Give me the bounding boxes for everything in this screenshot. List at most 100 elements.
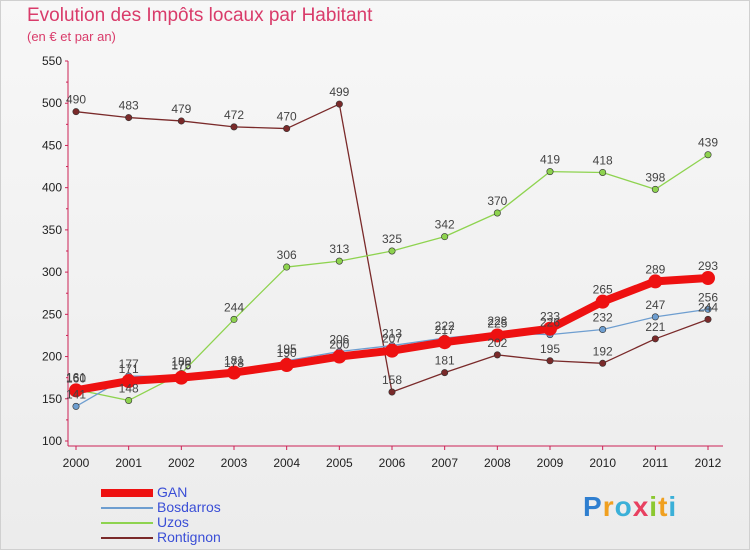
data-label-rontignon: 472 xyxy=(224,108,244,122)
legend-swatch xyxy=(101,488,153,497)
data-point-uzos xyxy=(230,315,238,323)
legend-item-rontignon: Rontignon xyxy=(101,530,221,545)
data-point-uzos xyxy=(335,257,343,265)
data-point-rontignon xyxy=(493,351,501,359)
legend-label: Bosdarros xyxy=(157,499,221,515)
data-label-rontignon: 244 xyxy=(698,300,718,314)
x-tick-label: 2000 xyxy=(63,456,90,470)
data-point-gan xyxy=(69,383,83,398)
legend-swatch xyxy=(101,506,153,509)
data-label-rontignon: 490 xyxy=(66,93,86,107)
data-point-gan xyxy=(437,335,452,350)
data-label-uzos: 180 xyxy=(171,354,191,368)
data-point-uzos xyxy=(599,168,607,176)
legend-swatch xyxy=(101,521,153,524)
data-label-uzos: 313 xyxy=(329,242,349,256)
data-label-uzos: 342 xyxy=(435,218,455,232)
data-label-bosdarros: 141 xyxy=(66,387,86,401)
data-label-rontignon: 181 xyxy=(435,354,455,368)
data-point-rontignon xyxy=(546,357,554,365)
data-point-uzos xyxy=(441,233,449,241)
data-label-gan: 200 xyxy=(329,338,349,352)
data-label-rontignon: 192 xyxy=(593,344,613,358)
data-point-uzos xyxy=(704,151,712,159)
data-label-gan: 217 xyxy=(435,323,455,337)
data-point-rontignon xyxy=(651,335,659,343)
legend-item-uzos: Uzos xyxy=(101,515,221,530)
chart-subtitle: (en € et par an) xyxy=(27,29,116,44)
data-label-bosdarros: 206 xyxy=(329,332,349,346)
y-tick-label: 100 xyxy=(42,434,62,448)
x-tick-label: 2005 xyxy=(326,456,353,470)
data-label-gan: 233 xyxy=(540,310,560,324)
data-label-rontignon: 499 xyxy=(329,85,349,99)
data-point-rontignon xyxy=(177,117,185,125)
y-tick-label: 400 xyxy=(42,181,62,195)
data-point-rontignon xyxy=(230,123,238,131)
data-point-gan xyxy=(595,294,610,309)
data-label-rontignon: 470 xyxy=(277,110,297,124)
data-point-bosdarros xyxy=(599,326,607,334)
data-label-uzos: 325 xyxy=(382,232,402,246)
data-label-gan: 265 xyxy=(593,283,613,297)
data-label-rontignon: 221 xyxy=(645,320,665,334)
x-tick-label: 2009 xyxy=(537,456,564,470)
data-label-gan: 293 xyxy=(698,259,718,273)
data-label-gan: 175 xyxy=(171,359,191,373)
data-label-uzos: 370 xyxy=(487,194,507,208)
y-tick-label: 500 xyxy=(42,96,62,110)
logo-letter: i xyxy=(668,491,678,522)
data-label-bosdarros: 213 xyxy=(382,327,402,341)
x-tick-label: 2006 xyxy=(379,456,406,470)
y-tick-label: 200 xyxy=(42,350,62,364)
data-point-bosdarros xyxy=(72,402,80,410)
legend-label: Rontignon xyxy=(157,529,221,545)
data-label-gan: 190 xyxy=(277,346,297,360)
data-label-gan: 207 xyxy=(382,332,402,346)
chart-title: Evolution des Impôts locaux par Habitant xyxy=(27,5,373,26)
y-tick-label: 550 xyxy=(42,54,62,68)
logo-letter: x xyxy=(632,491,650,522)
logo-letter: i xyxy=(649,491,659,522)
data-point-gan xyxy=(174,370,189,385)
data-label-bosdarros: 232 xyxy=(593,311,613,325)
data-label-uzos: 148 xyxy=(119,381,139,395)
data-label-rontignon: 479 xyxy=(171,102,191,116)
data-point-bosdarros xyxy=(651,313,659,321)
x-tick-label: 2012 xyxy=(695,456,722,470)
x-tick-label: 2011 xyxy=(642,456,668,470)
legend-item-bosdarros: Bosdarros xyxy=(101,500,221,515)
data-label-gan: 225 xyxy=(487,316,507,330)
data-point-rontignon xyxy=(599,359,607,367)
data-label-bosdarros: 178 xyxy=(224,356,244,370)
data-label-gan: 171 xyxy=(119,362,139,376)
logo-letter: r xyxy=(602,491,615,522)
data-point-gan xyxy=(279,358,294,372)
data-label-bosdarros: 226 xyxy=(540,316,560,330)
legend-swatch xyxy=(101,536,153,539)
data-point-rontignon xyxy=(72,108,80,116)
y-tick-label: 350 xyxy=(42,223,62,237)
data-label-bosdarros: 176 xyxy=(171,358,191,372)
x-tick-label: 2004 xyxy=(273,456,300,470)
data-point-gan xyxy=(121,374,136,389)
x-tick-label: 2002 xyxy=(168,456,195,470)
data-point-rontignon xyxy=(335,100,343,108)
data-point-rontignon xyxy=(441,369,449,377)
data-point-uzos xyxy=(388,247,396,255)
data-label-uzos: 398 xyxy=(645,170,665,184)
data-label-gan: 160 xyxy=(66,371,86,385)
data-label-uzos: 161 xyxy=(66,370,86,384)
y-tick-label: 300 xyxy=(42,265,62,279)
data-point-uzos xyxy=(125,396,133,404)
data-label-gan: 181 xyxy=(224,354,244,368)
data-label-bosdarros: 228 xyxy=(487,314,507,328)
data-label-bosdarros: 222 xyxy=(435,319,455,333)
logo-letter: o xyxy=(614,491,633,522)
proxiti-logo: Proxiti xyxy=(583,491,677,523)
legend-label: GAN xyxy=(157,484,188,500)
logo-letter: t xyxy=(658,491,669,522)
data-point-gan xyxy=(648,274,663,289)
data-point-uzos xyxy=(651,185,659,193)
